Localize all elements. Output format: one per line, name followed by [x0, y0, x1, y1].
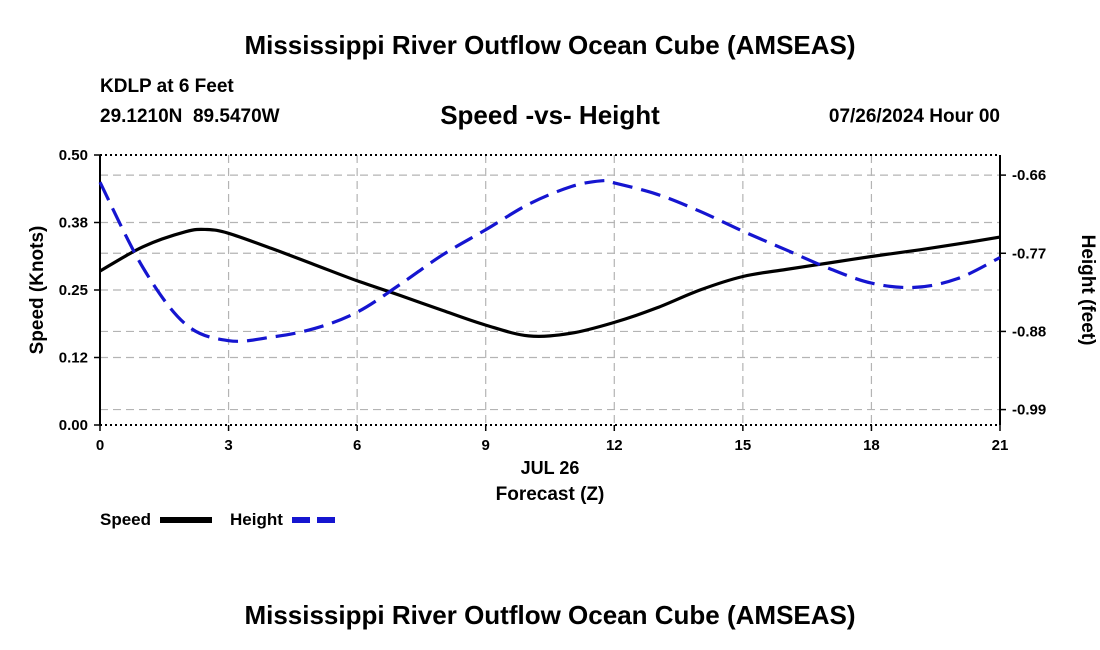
forecast-datetime: 07/26/2024 Hour 00	[828, 106, 1000, 127]
axis-labels: JUL 26 Forecast (Z) Speed (Knots) Height…	[27, 226, 1098, 505]
x-tick-label-3: 9	[482, 437, 490, 454]
x-tick-label-1: 3	[224, 437, 232, 454]
y-right-tick-label-3: -0.66	[1012, 167, 1046, 184]
legend: Speed Height	[100, 510, 342, 529]
x-tick-label-6: 18	[863, 437, 880, 454]
x-axis-label: Forecast (Z)	[496, 484, 605, 505]
x-tick-label-4: 12	[606, 437, 623, 454]
x-date-label: JUL 26	[521, 458, 580, 478]
station-label: KDLP at 6 Feet	[100, 76, 234, 97]
y-axis-right-label: Height (feet)	[1077, 235, 1098, 346]
x-tick-label-2: 6	[353, 437, 361, 454]
grid	[100, 155, 1000, 425]
y-left-tick-label-3: 0.38	[59, 215, 88, 232]
y-left-tick-label-1: 0.12	[59, 350, 88, 367]
footer-title: Mississippi River Outflow Ocean Cube (AM…	[244, 600, 856, 630]
y-right-tick-label-2: -0.77	[1012, 245, 1046, 262]
x-tick-label-7: 21	[992, 437, 1009, 454]
legend-speed-label: Speed	[100, 510, 151, 529]
y-right-tick-label-1: -0.88	[1012, 323, 1046, 340]
series-line-speed	[99, 227, 1001, 338]
y-axis-left-label: Speed (Knots)	[27, 226, 48, 355]
chart-title: Mississippi River Outflow Ocean Cube (AM…	[244, 30, 856, 60]
y-left-tick-label-4: 0.50	[59, 147, 88, 164]
station-coords: 29.1210N 89.5470W	[100, 106, 280, 127]
y-left-tick-label-2: 0.25	[59, 282, 88, 299]
axes: 0 3 6 9 12 15 18 21 0.00 0.12 0.25 0.38 0.50 -0.99 -0.…	[59, 147, 1046, 454]
y-right-tick-label-0: -0.99	[1012, 402, 1046, 419]
y-left-tick-label-0: 0.00	[59, 417, 88, 434]
legend-height-label: Height	[230, 510, 283, 529]
chart-subtitle: Speed -vs- Height	[440, 100, 660, 130]
x-tick-label-0: 0	[96, 437, 104, 454]
series	[98, 178, 1001, 343]
x-tick-label-5: 15	[735, 437, 752, 454]
series-line-height	[98, 178, 1001, 343]
